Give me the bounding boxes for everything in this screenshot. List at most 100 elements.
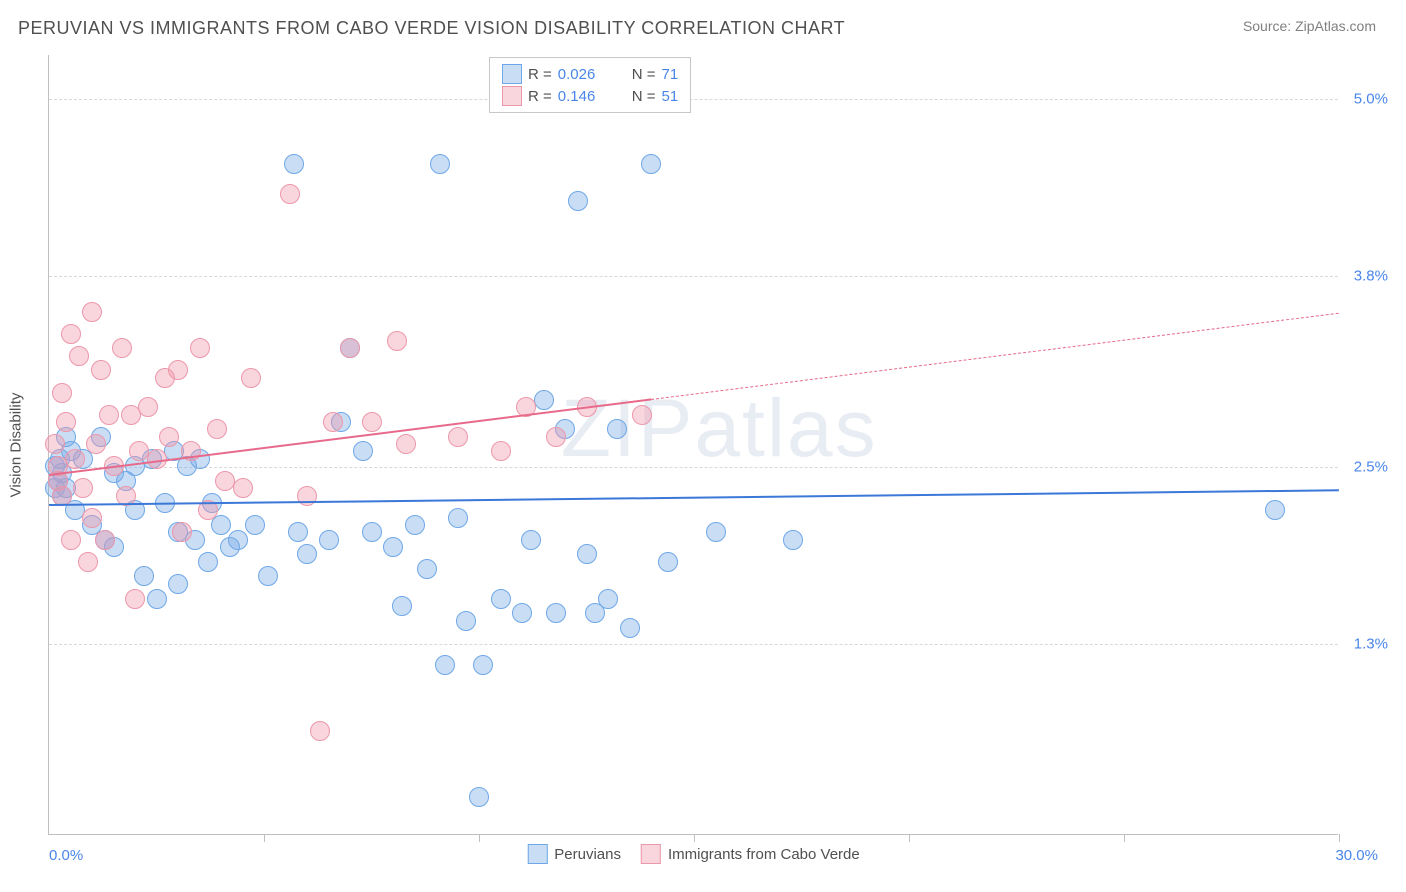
scatter-point bbox=[577, 544, 597, 564]
scatter-point bbox=[469, 787, 489, 807]
x-tick bbox=[1339, 834, 1340, 842]
scatter-point bbox=[362, 522, 382, 542]
x-tick bbox=[479, 834, 480, 842]
trend-line bbox=[651, 313, 1339, 400]
scatter-point bbox=[168, 360, 188, 380]
legend-series-name: Peruvians bbox=[554, 846, 621, 863]
r-label: R = bbox=[528, 88, 552, 105]
scatter-point bbox=[607, 419, 627, 439]
legend-swatch bbox=[502, 64, 522, 84]
scatter-point bbox=[620, 618, 640, 638]
scatter-point bbox=[241, 368, 261, 388]
scatter-point bbox=[417, 559, 437, 579]
source-link[interactable]: ZipAtlas.com bbox=[1295, 18, 1376, 34]
legend-item: Immigrants from Cabo Verde bbox=[641, 844, 860, 864]
scatter-point bbox=[284, 154, 304, 174]
scatter-point bbox=[65, 449, 85, 469]
scatter-point bbox=[61, 530, 81, 550]
scatter-point bbox=[86, 434, 106, 454]
legend-swatch bbox=[527, 844, 547, 864]
series-legend: Peruvians Immigrants from Cabo Verde bbox=[527, 844, 859, 864]
n-value: 71 bbox=[662, 66, 679, 83]
scatter-point bbox=[319, 530, 339, 550]
scatter-point bbox=[52, 383, 72, 403]
r-value: 0.146 bbox=[558, 88, 610, 105]
y-axis-label: Vision Disability bbox=[8, 393, 25, 498]
legend-swatch bbox=[502, 86, 522, 106]
scatter-point bbox=[546, 427, 566, 447]
scatter-point bbox=[783, 530, 803, 550]
scatter-point bbox=[297, 544, 317, 564]
scatter-point bbox=[353, 441, 373, 461]
scatter-point bbox=[396, 434, 416, 454]
legend-stat-row: R = 0.146 N = 51 bbox=[502, 85, 678, 107]
scatter-point bbox=[258, 566, 278, 586]
scatter-point bbox=[641, 154, 661, 174]
legend-item: Peruvians bbox=[527, 844, 621, 864]
scatter-point bbox=[534, 390, 554, 410]
x-tick bbox=[909, 834, 910, 842]
scatter-point bbox=[138, 397, 158, 417]
r-label: R = bbox=[528, 66, 552, 83]
scatter-point bbox=[280, 184, 300, 204]
y-tick-label: 1.3% bbox=[1342, 635, 1388, 652]
y-tick-label: 2.5% bbox=[1342, 459, 1388, 476]
n-label: N = bbox=[632, 66, 656, 83]
scatter-point bbox=[233, 478, 253, 498]
scatter-point bbox=[598, 589, 618, 609]
scatter-point bbox=[448, 427, 468, 447]
legend-series-name: Immigrants from Cabo Verde bbox=[668, 846, 860, 863]
scatter-point bbox=[73, 478, 93, 498]
scatter-point bbox=[99, 405, 119, 425]
scatter-point bbox=[706, 522, 726, 542]
scatter-point bbox=[95, 530, 115, 550]
scatter-point bbox=[82, 302, 102, 322]
scatter-point bbox=[362, 412, 382, 432]
scatter-point bbox=[125, 589, 145, 609]
scatter-point bbox=[546, 603, 566, 623]
scatter-point bbox=[632, 405, 652, 425]
scatter-point bbox=[207, 419, 227, 439]
chart-container: Vision Disability ZIPatlas 1.3%2.5%3.8%5… bbox=[48, 55, 1388, 835]
scatter-point bbox=[1265, 500, 1285, 520]
scatter-point bbox=[473, 655, 493, 675]
scatter-point bbox=[405, 515, 425, 535]
scatter-point bbox=[69, 346, 89, 366]
gridline bbox=[49, 467, 1338, 468]
scatter-point bbox=[435, 655, 455, 675]
scatter-point bbox=[56, 412, 76, 432]
scatter-point bbox=[512, 603, 532, 623]
correlation-stats-legend: R = 0.026 N = 71 R = 0.146 N = 51 bbox=[489, 57, 691, 113]
scatter-point bbox=[310, 721, 330, 741]
scatter-point bbox=[245, 515, 265, 535]
legend-swatch bbox=[641, 844, 661, 864]
plot-area: ZIPatlas 1.3%2.5%3.8%5.0%0.0%30.0%R =0.0… bbox=[48, 55, 1338, 835]
scatter-point bbox=[491, 441, 511, 461]
gridline bbox=[49, 276, 1338, 277]
source-attribution: Source: ZipAtlas.com bbox=[1243, 18, 1376, 34]
x-tick bbox=[1124, 834, 1125, 842]
r-value: 0.026 bbox=[558, 66, 610, 83]
x-tick bbox=[264, 834, 265, 842]
scatter-point bbox=[190, 338, 210, 358]
scatter-point bbox=[387, 331, 407, 351]
scatter-point bbox=[323, 412, 343, 432]
n-label: N = bbox=[632, 88, 656, 105]
scatter-point bbox=[61, 324, 81, 344]
source-label: Source: bbox=[1243, 18, 1291, 34]
n-value: 51 bbox=[662, 88, 679, 105]
scatter-point bbox=[82, 508, 102, 528]
gridline bbox=[49, 644, 1338, 645]
scatter-point bbox=[168, 574, 188, 594]
scatter-point bbox=[340, 338, 360, 358]
scatter-point bbox=[392, 596, 412, 616]
scatter-point bbox=[198, 552, 218, 572]
scatter-point bbox=[658, 552, 678, 572]
scatter-point bbox=[159, 427, 179, 447]
scatter-point bbox=[45, 434, 65, 454]
x-axis-max-label: 30.0% bbox=[1335, 847, 1378, 864]
scatter-point bbox=[228, 530, 248, 550]
scatter-point bbox=[172, 522, 192, 542]
legend-stat-row: R = 0.026 N = 71 bbox=[502, 63, 678, 85]
scatter-point bbox=[383, 537, 403, 557]
